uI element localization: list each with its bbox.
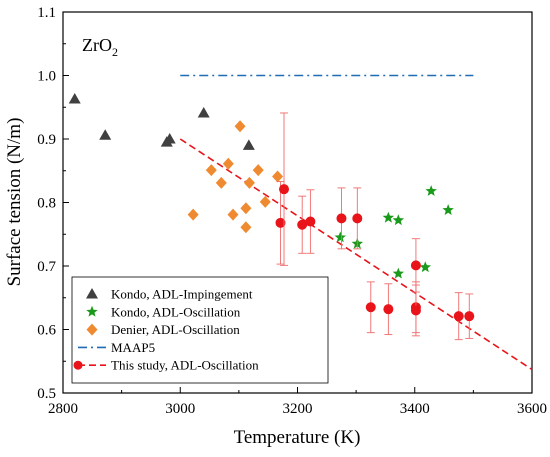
x-tick-label: 3400: [400, 401, 430, 417]
legend-box: [71, 276, 329, 384]
legend-label: Kondo, ADL-Impingement: [111, 287, 253, 302]
legend-label: MAAP5: [111, 340, 155, 355]
x-tick-label: 3000: [165, 401, 195, 417]
data-point: [275, 217, 286, 228]
plot-area: [68, 74, 533, 371]
y-tick-label: 1.0: [37, 69, 56, 85]
data-point: [410, 260, 421, 271]
data-point: [252, 164, 264, 177]
y-tick-label: 0.6: [37, 323, 56, 339]
data-point: [352, 213, 363, 224]
data-point: [240, 221, 252, 234]
data-point: [392, 267, 405, 279]
data-point: [383, 304, 394, 315]
legend-symbol: [73, 360, 83, 370]
data-point: [205, 164, 217, 177]
data-point: [243, 176, 255, 189]
legend: Kondo, ADL-Impingement Kondo, ADL-Oscilla…: [71, 276, 329, 384]
y-tick-label: 0.5: [37, 386, 56, 402]
data-point: [272, 170, 284, 183]
data-point: [305, 216, 316, 227]
data-point: [242, 139, 255, 150]
legend-label: This study, ADL-Oscillation: [111, 358, 259, 373]
x-tick-label: 3200: [283, 401, 313, 417]
data-point: [227, 208, 239, 221]
legend-label: Denier, ADL-Oscillation: [111, 322, 240, 337]
legend-symbol: [86, 323, 98, 336]
y-tick-label: 1.1: [37, 5, 56, 21]
data-point: [197, 106, 210, 118]
data-point: [297, 219, 308, 230]
data-point: [442, 204, 454, 215]
data-point: [392, 214, 405, 226]
data-point: [279, 184, 290, 195]
data-point: [365, 302, 376, 313]
data-point: [215, 176, 227, 189]
data-point: [334, 231, 346, 243]
axes: 2800 3000 3200 3400 3600 0.5 0.6 0.7 0.8 0.9 1.0 1.…: [37, 5, 547, 417]
data-point: [336, 213, 347, 224]
data-point: [419, 261, 432, 273]
x-tick-label: 2800: [48, 401, 78, 417]
data-point: [464, 311, 475, 322]
y-tick-label: 0.7: [37, 259, 56, 275]
data-point: [222, 157, 234, 170]
y-tick-label: 0.9: [37, 132, 56, 148]
legend-label: Kondo, ADL-Oscillation: [111, 304, 241, 319]
legend-symbol: [86, 288, 98, 299]
data-point: [234, 120, 246, 133]
data-point: [259, 195, 271, 208]
data-point: [68, 92, 81, 104]
data-point: [163, 133, 176, 144]
y-tick-label: 0.8: [37, 196, 56, 212]
data-point: [425, 185, 437, 196]
data-point: [410, 305, 421, 316]
x-axis-title: Temperature (K): [234, 427, 361, 448]
y-axis-title: Surface tension (N/m): [4, 118, 25, 287]
data-point: [382, 211, 395, 223]
data-point: [187, 208, 199, 221]
legend-symbol: [86, 305, 98, 317]
data-point: [453, 311, 464, 322]
data-point: [99, 129, 112, 140]
fit-line: [179, 138, 533, 371]
x-tick-label: 3600: [517, 401, 547, 417]
data-point: [240, 202, 252, 215]
chart-label: ZrO2: [82, 35, 118, 59]
